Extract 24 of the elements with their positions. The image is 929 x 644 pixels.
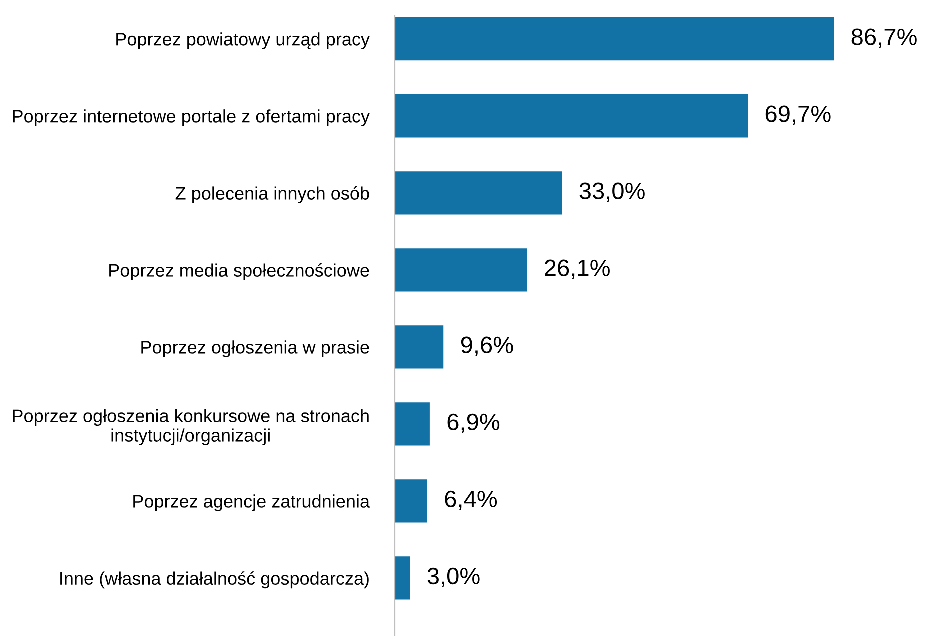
bar (395, 480, 428, 523)
data-label: 9,6% (461, 336, 514, 356)
y-tick-label: Poprzez ogłoszenia w prasie (142, 340, 370, 358)
data-label: 26,1% (545, 260, 610, 280)
data-label: 86,7% (852, 28, 917, 48)
bar (395, 18, 834, 61)
y-tick-label: Poprzez powiatowy urząd pracy (116, 32, 370, 50)
bar (395, 402, 430, 446)
bar (395, 556, 410, 600)
y-tick-label: Poprzez ogłoszenia konkursowe na stronach instytucji/organizacji (13, 409, 369, 446)
bar (395, 326, 444, 369)
data-label: 6,4% (445, 490, 498, 510)
data-label: 6,9% (448, 414, 500, 434)
y-tick-label: Poprzez internetowe portale z ofertami pracy (13, 110, 370, 126)
y-tick-label: Poprzez media społecznościowe (110, 264, 370, 281)
bar (395, 94, 748, 138)
data-label: 3,0% (428, 568, 480, 588)
y-tick-label: Poprzez agencje zatrudnienia (134, 494, 370, 512)
data-label: 33,0% (580, 182, 645, 202)
data-label: 69,7% (766, 106, 831, 126)
bar (395, 248, 528, 292)
bar (395, 172, 562, 215)
y-tick-label: Inne (własna działalność gospodarcza) (60, 572, 369, 589)
y-tick-label: Z polecenia innych osób (176, 186, 370, 204)
